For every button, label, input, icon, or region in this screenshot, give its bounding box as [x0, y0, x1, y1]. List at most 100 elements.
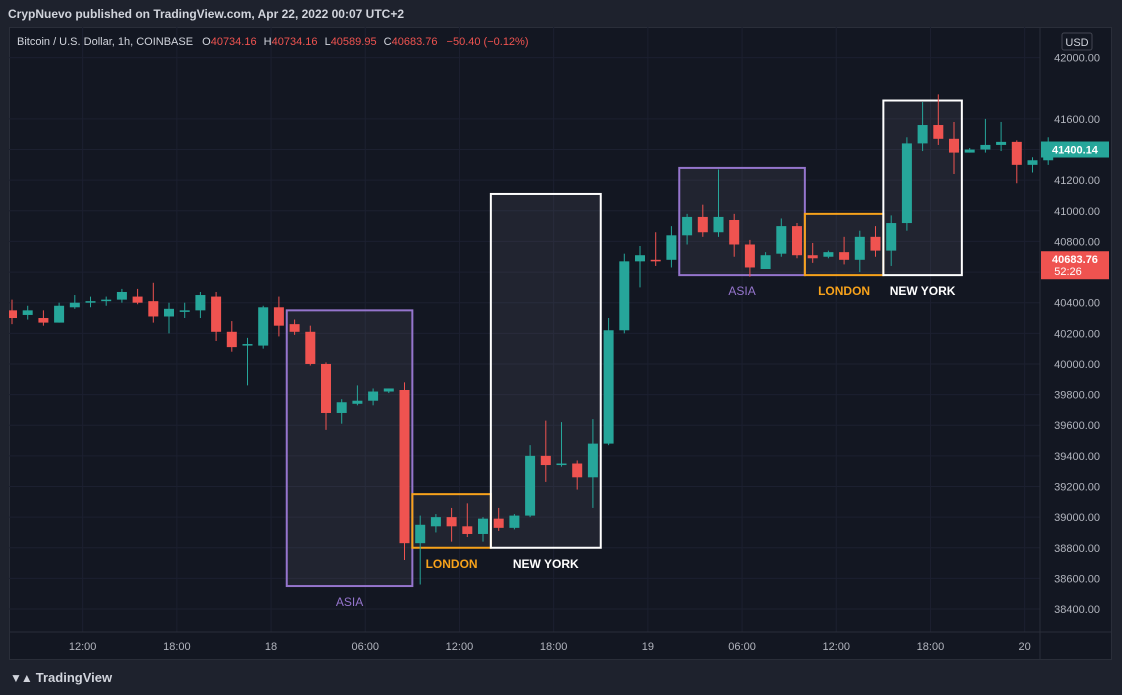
candle-body — [273, 307, 284, 326]
candle-body — [619, 261, 630, 331]
header-bar: CrypNuevo published on TradingView.com, … — [0, 0, 1122, 27]
candle-body — [305, 331, 316, 364]
price-tick-label: 40200.00 — [1054, 328, 1100, 340]
price-tick-label: 41600.00 — [1054, 114, 1100, 126]
candle-body — [148, 301, 159, 317]
candle-body — [399, 390, 410, 544]
time-tick-label: 18:00 — [163, 641, 191, 653]
candles — [9, 94, 1054, 585]
candle-body — [352, 400, 363, 404]
candle-body — [760, 255, 771, 269]
price-tick-label: 42000.00 — [1054, 53, 1100, 65]
session-label: ASIA — [728, 284, 755, 298]
tradingview-logo[interactable]: ▼▲ TradingView — [10, 670, 112, 685]
candle-body — [854, 236, 865, 260]
candle-body — [446, 517, 457, 527]
price-tick-label: 40000.00 — [1054, 359, 1100, 371]
session-label: LONDON — [818, 284, 870, 298]
candle-body — [729, 219, 740, 245]
high-value: 40734.16 — [272, 36, 318, 48]
candle-body — [666, 235, 677, 260]
time-tick-label: 12:00 — [822, 641, 850, 653]
currency-label: USD — [1065, 37, 1088, 49]
price-axis[interactable]: 42000.0041600.0041400.0041200.0041000.00… — [1039, 27, 1100, 660]
price-tick-label: 40800.00 — [1054, 236, 1100, 248]
candle-body — [179, 310, 190, 312]
bar-countdown: 52:26 — [1054, 266, 1082, 278]
candle-body — [226, 331, 237, 348]
price-tick-label: 39400.00 — [1054, 451, 1100, 463]
candle-body — [258, 307, 269, 346]
candle-body — [823, 252, 834, 257]
candle-body — [336, 402, 347, 413]
candle-body — [556, 463, 567, 466]
currency-badge[interactable]: USD — [1061, 32, 1093, 51]
time-tick-label: 06:00 — [351, 641, 379, 653]
chart-area[interactable]: ASIA LONDON NEW YORK ASIA LONDON NEW YORK 420… — [9, 27, 1112, 660]
time-tick-label: 06:00 — [728, 641, 756, 653]
candle-body — [807, 255, 818, 259]
price-tick-label: 39600.00 — [1054, 420, 1100, 432]
price-tick-label: 40400.00 — [1054, 298, 1100, 310]
close-value: 40683.76 — [392, 36, 438, 48]
candle-body — [383, 388, 394, 392]
grid — [9, 27, 1040, 632]
candle-body — [949, 138, 959, 153]
time-tick-label: 18 — [265, 641, 277, 653]
candle-body — [540, 455, 551, 466]
last-price-badge — [1041, 251, 1109, 280]
publish-info: CrypNuevo published on TradingView.com, … — [8, 7, 405, 21]
candle-body — [587, 443, 598, 478]
candlestick-chart[interactable]: ASIA LONDON NEW YORK ASIA LONDON NEW YORK 420… — [9, 27, 1112, 660]
session-box — [489, 192, 602, 549]
candle-body — [744, 244, 755, 268]
candle-body — [933, 125, 944, 139]
candle-body — [69, 302, 80, 308]
candle-body — [54, 305, 65, 323]
price-tick-label: 38600.00 — [1054, 573, 1100, 585]
time-tick-label: 12:00 — [69, 641, 97, 653]
symbol-name: Bitcoin / U.S. Dollar, 1h, COINBASE — [17, 36, 193, 48]
candle-body — [1027, 160, 1038, 165]
price-tick-label: 41000.00 — [1054, 206, 1100, 218]
candle-body — [132, 296, 143, 303]
session-label: NEW YORK — [513, 557, 579, 571]
time-axis[interactable]: 12:00 18:00 18 06:00 12:00 18:00 19 06:00 12:00 1… — [9, 631, 1112, 653]
price-tick-label: 39000.00 — [1054, 512, 1100, 524]
candle-body — [116, 291, 127, 300]
candle-body — [462, 526, 473, 534]
candle-body — [164, 308, 174, 317]
candle-body — [870, 236, 881, 251]
candle-body — [211, 296, 222, 332]
candle-body — [430, 517, 441, 527]
last-price-value: 41400.14 — [1052, 145, 1099, 157]
candle-body — [525, 455, 536, 516]
session-label: NEW YORK — [890, 284, 956, 298]
last-price-value: 40683.76 — [1052, 254, 1098, 266]
candle-body — [964, 149, 975, 153]
candle-body — [572, 463, 583, 478]
candle-body — [603, 330, 614, 444]
last-price-badge — [1041, 141, 1109, 158]
price-tick-label: 38400.00 — [1054, 604, 1100, 616]
candle-body — [85, 301, 96, 303]
tradingview-logo-icon: ▼▲ — [10, 671, 33, 685]
candle-body — [980, 144, 991, 150]
time-tick-label: 19 — [642, 641, 654, 653]
close-label: C — [384, 36, 392, 48]
time-tick-label: 18:00 — [540, 641, 568, 653]
candle-body — [635, 255, 645, 262]
candle-body — [368, 391, 379, 401]
session-label: ASIA — [336, 595, 363, 609]
svg-text:Bitcoin / U.S. Dollar, 1h, COI: Bitcoin / U.S. Dollar, 1h, COINBASE O407… — [17, 36, 529, 48]
time-tick-label: 18:00 — [917, 641, 945, 653]
open-value: 40734.16 — [211, 36, 257, 48]
candle-body — [38, 318, 49, 323]
candle-body — [415, 524, 426, 544]
symbol-legend: Bitcoin / U.S. Dollar, 1h, COINBASE O407… — [17, 36, 529, 48]
candle-body — [289, 324, 300, 332]
candle-body — [22, 310, 33, 315]
candle-body — [682, 216, 693, 236]
footer-bar: ▼▲ TradingView — [0, 660, 1122, 695]
